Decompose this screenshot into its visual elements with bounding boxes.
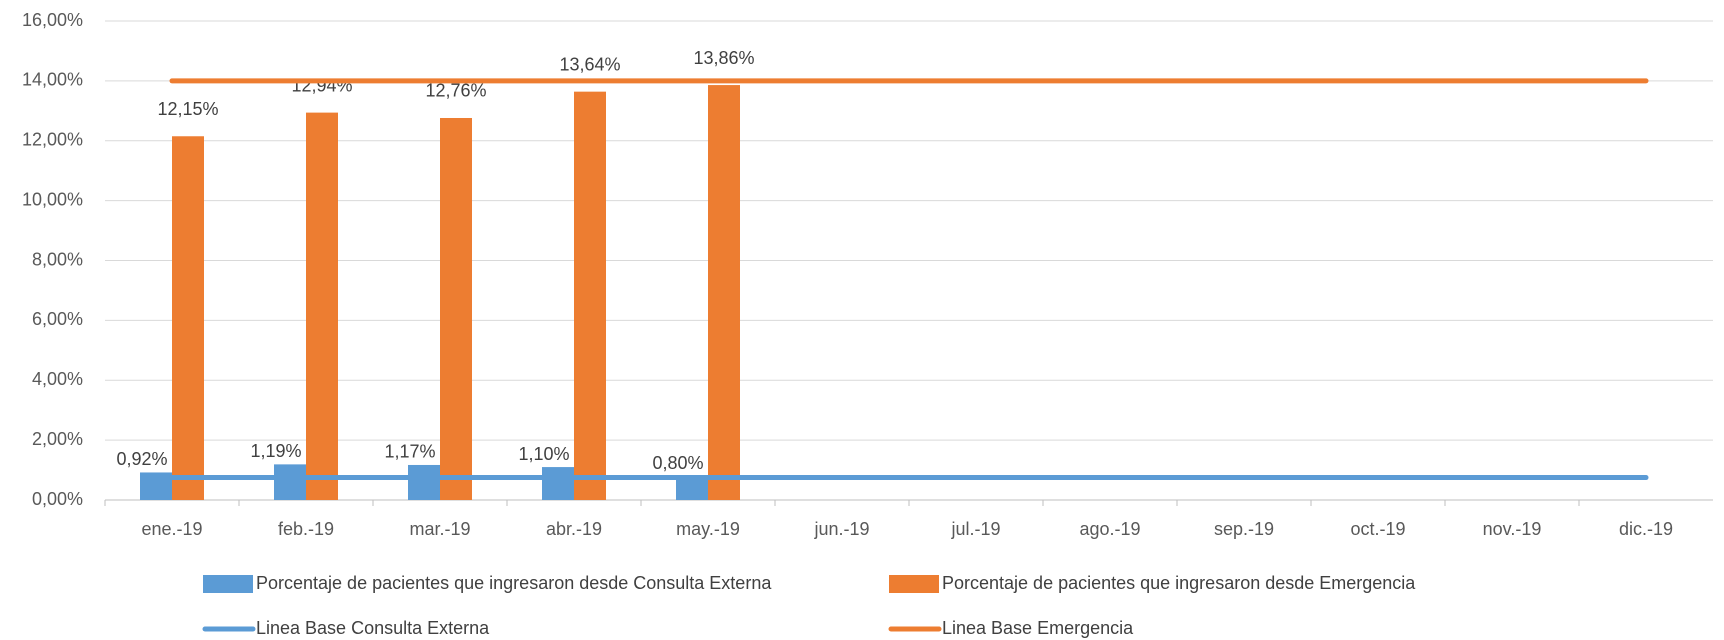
bar [274, 464, 306, 500]
value-label: 1,17% [384, 442, 435, 462]
x-tick-label: may.-19 [676, 519, 740, 539]
y-tick-label: 14,00% [22, 70, 83, 90]
value-label: 13,64% [559, 54, 620, 74]
bar [708, 85, 740, 500]
y-tick-label: 4,00% [32, 369, 83, 389]
legend-swatch [203, 575, 253, 593]
value-label: 12,15% [157, 99, 218, 119]
value-label: 0,92% [116, 449, 167, 469]
bar [140, 472, 172, 500]
x-tick-label: ago.-19 [1079, 519, 1140, 539]
y-tick-label: 0,00% [32, 489, 83, 509]
y-tick-label: 8,00% [32, 249, 83, 269]
legend-label: Linea Base Consulta Externa [256, 618, 490, 638]
legend-label: Porcentaje de pacientes que ingresaron d… [256, 573, 772, 593]
legend-swatch [889, 575, 939, 593]
x-tick-label: jun.-19 [813, 519, 869, 539]
bar [440, 118, 472, 500]
y-tick-label: 2,00% [32, 429, 83, 449]
value-label: 13,86% [693, 48, 754, 68]
value-label: 12,94% [291, 75, 352, 95]
x-tick-label: dic.-19 [1619, 519, 1673, 539]
x-tick-label: feb.-19 [278, 519, 334, 539]
value-label: 0,80% [652, 453, 703, 473]
x-tick-label: mar.-19 [409, 519, 470, 539]
x-tick-label: jul.-19 [950, 519, 1000, 539]
legend-label: Linea Base Emergencia [942, 618, 1134, 638]
x-tick-label: sep.-19 [1214, 519, 1274, 539]
value-label: 1,10% [518, 444, 569, 464]
chart: 0,00% 2,00% 4,00% 6,00% 8,00% 10,00% 12,00% 14,… [0, 0, 1724, 640]
bar [408, 465, 440, 500]
y-tick-label: 10,00% [22, 189, 83, 209]
value-label: 1,19% [250, 441, 301, 461]
bar [172, 136, 204, 500]
x-tick-label: ene.-19 [141, 519, 202, 539]
bar [542, 467, 574, 500]
y-tick-label: 16,00% [22, 10, 83, 30]
y-tick-label: 6,00% [32, 309, 83, 329]
legend-label: Porcentaje de pacientes que ingresaron d… [942, 573, 1416, 593]
y-tick-label: 12,00% [22, 130, 83, 150]
x-tick-label: nov.-19 [1483, 519, 1542, 539]
bar [306, 113, 338, 500]
value-label: 12,76% [425, 81, 486, 101]
x-tick-label: oct.-19 [1350, 519, 1405, 539]
x-tick-label: abr.-19 [546, 519, 602, 539]
bar [574, 92, 606, 500]
